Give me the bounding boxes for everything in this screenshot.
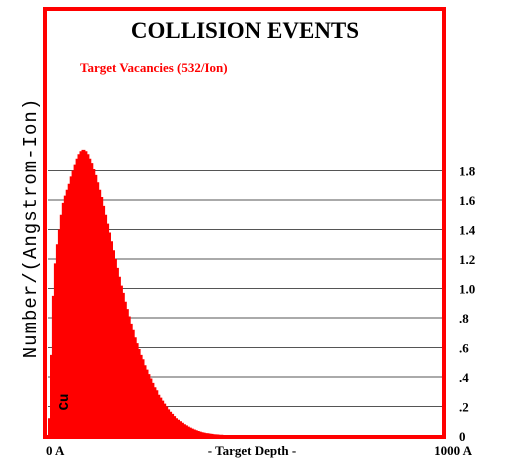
vacancies-area xyxy=(48,149,442,436)
target-element-label: Cu xyxy=(57,394,73,411)
y-tick-label: .8 xyxy=(459,311,469,326)
x-axis-end-label: 1000 A xyxy=(434,443,473,458)
y-tick-label: 1.2 xyxy=(459,252,475,267)
chart-title: COLLISION EVENTS xyxy=(131,18,359,43)
y-tick-labels: 0 .2 .4 .6 .8 1.0 1.2 1.4 1.6 1.8 xyxy=(459,164,476,445)
x-axis-start-label: 0 A xyxy=(46,443,65,458)
y-tick-label: .4 xyxy=(459,370,469,385)
x-axis-label: - Target Depth - xyxy=(208,443,296,458)
legend-series-label: Target Vacancies (532/Ion) xyxy=(80,60,228,75)
y-tick-label: 1.4 xyxy=(459,223,476,238)
y-tick-label: 0 xyxy=(459,429,466,444)
y-tick-label: .2 xyxy=(459,400,469,415)
y-tick-label: 1.6 xyxy=(459,193,476,208)
y-tick-label: .6 xyxy=(459,341,469,356)
y-axis-label: Number/(Angstrom-Ion) xyxy=(20,98,42,358)
y-tick-label: 1.8 xyxy=(459,164,476,179)
y-tick-label: 1.0 xyxy=(459,282,475,297)
